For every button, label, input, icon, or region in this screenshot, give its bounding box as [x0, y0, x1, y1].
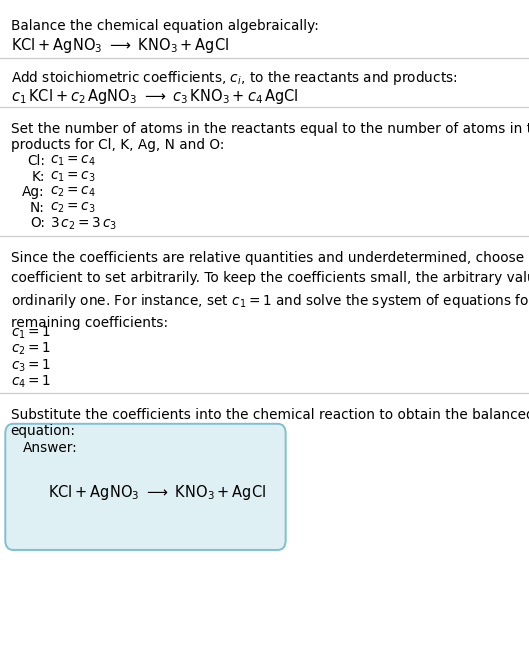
Text: Ag:: Ag: [22, 185, 45, 199]
Text: Cl:: Cl: [27, 154, 45, 168]
Text: N:: N: [30, 201, 45, 215]
Text: K:: K: [31, 170, 45, 184]
Text: Balance the chemical equation algebraically:: Balance the chemical equation algebraica… [11, 19, 318, 34]
Text: $c_4 = 1$: $c_4 = 1$ [11, 373, 51, 389]
Text: $c_1 = c_3$: $c_1 = c_3$ [50, 170, 96, 184]
Text: equation:: equation: [11, 424, 76, 438]
Text: $c_2 = c_3$: $c_2 = c_3$ [50, 201, 96, 215]
Text: Add stoichiometric coefficients, $c_i$, to the reactants and products:: Add stoichiometric coefficients, $c_i$, … [11, 69, 457, 87]
Text: $\mathrm{KCl + AgNO_3\ \longrightarrow\ KNO_3 + AgCl}$: $\mathrm{KCl + AgNO_3\ \longrightarrow\ … [48, 483, 266, 501]
Text: $c_1 = c_4$: $c_1 = c_4$ [50, 154, 96, 168]
Text: O:: O: [30, 216, 45, 230]
Text: $c_1\,\mathrm{KCl} + c_2\,\mathrm{AgNO_3}\ \longrightarrow\ c_3\,\mathrm{KNO_3} : $c_1\,\mathrm{KCl} + c_2\,\mathrm{AgNO_3… [11, 87, 298, 105]
Text: $c_2 = c_4$: $c_2 = c_4$ [50, 185, 96, 199]
Text: products for Cl, K, Ag, N and O:: products for Cl, K, Ag, N and O: [11, 138, 224, 152]
Text: $3\,c_2 = 3\,c_3$: $3\,c_2 = 3\,c_3$ [50, 216, 117, 232]
FancyBboxPatch shape [5, 424, 286, 550]
Text: $c_1 = 1$: $c_1 = 1$ [11, 325, 51, 341]
Text: $c_2 = 1$: $c_2 = 1$ [11, 341, 51, 357]
Text: $c_3 = 1$: $c_3 = 1$ [11, 357, 51, 373]
Text: $\mathrm{KCl + AgNO_3\ \longrightarrow\ KNO_3 + AgCl}$: $\mathrm{KCl + AgNO_3\ \longrightarrow\ … [11, 36, 229, 54]
Text: Answer:: Answer: [23, 441, 77, 455]
Text: Set the number of atoms in the reactants equal to the number of atoms in the: Set the number of atoms in the reactants… [11, 122, 529, 136]
Text: Substitute the coefficients into the chemical reaction to obtain the balanced: Substitute the coefficients into the che… [11, 408, 529, 422]
Text: Since the coefficients are relative quantities and underdetermined, choose a
coe: Since the coefficients are relative quan… [11, 251, 529, 330]
